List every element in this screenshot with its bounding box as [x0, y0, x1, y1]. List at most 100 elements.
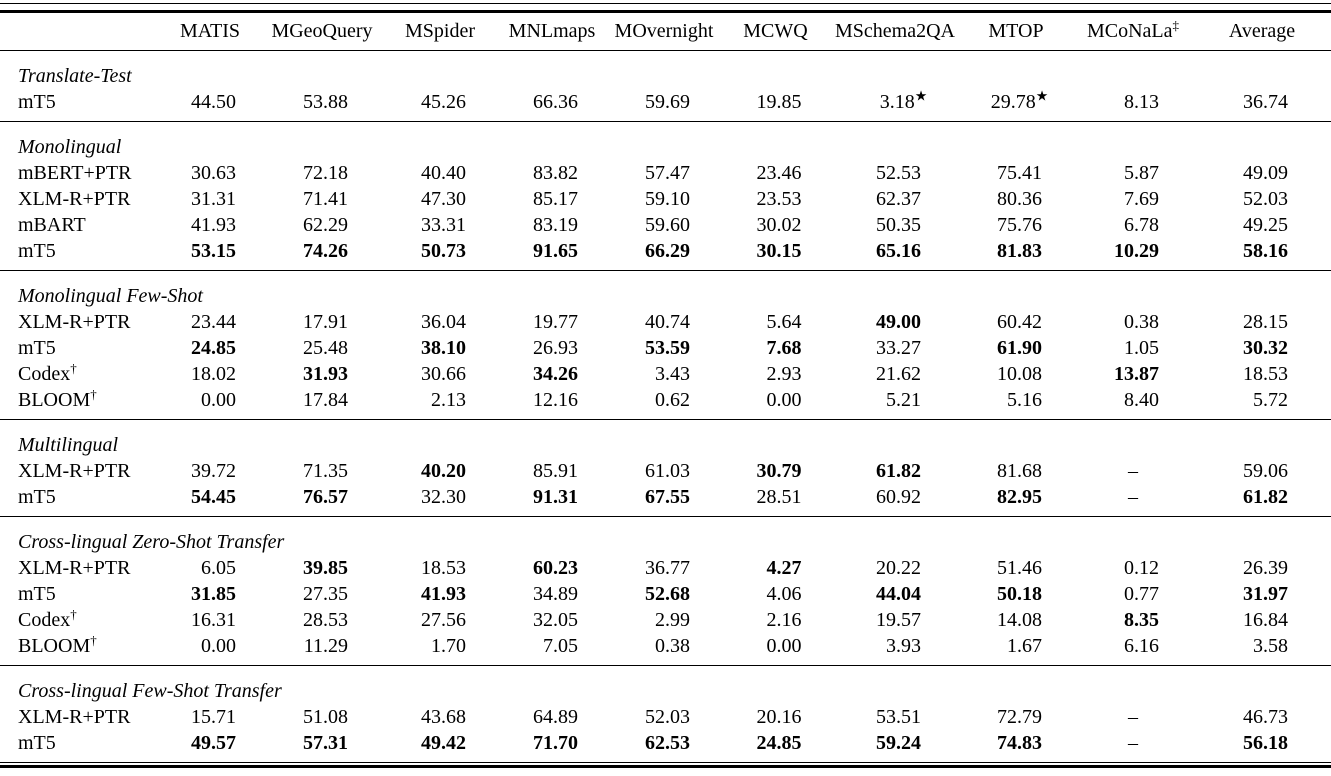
- metric-value: 57.31: [303, 732, 348, 754]
- metric-cell: 52.03: [1193, 186, 1331, 212]
- metric-cell: 5.21: [831, 387, 959, 420]
- metric-value: 17.91: [303, 311, 348, 333]
- table-row: mBART 41.93 62.29 33.31 83.19 59.60 30.02 50.35…: [0, 212, 1331, 238]
- metric-cell: 39.72: [160, 458, 260, 484]
- section-title: Monolingual: [18, 136, 122, 158]
- metric-value: 44.50: [191, 91, 236, 113]
- metric-cell: 49.25: [1193, 212, 1331, 238]
- bottom-double-rule: [0, 762, 1331, 768]
- metric-cell: 2.13: [384, 387, 496, 420]
- metric-cell: 5.16: [959, 387, 1073, 420]
- metric-cell: 54.45: [160, 484, 260, 517]
- metric-cell: 83.82: [496, 160, 608, 186]
- column-header: MNLmaps: [508, 20, 596, 42]
- metric-value: 82.95: [997, 486, 1042, 508]
- metric-cell: 83.19: [496, 212, 608, 238]
- metric-cell: 53.59: [608, 335, 720, 361]
- metric-cell: 60.42: [959, 309, 1073, 335]
- metric-value: 27.35: [303, 583, 348, 605]
- metric-cell: 64.89: [496, 704, 608, 730]
- metric-cell: 1.05: [1073, 335, 1193, 361]
- metric-value: 83.82: [533, 162, 578, 184]
- metric-value: 64.89: [533, 706, 578, 728]
- metric-cell: 52.68: [608, 581, 720, 607]
- metric-cell: 20.16: [720, 704, 831, 730]
- table-header: MATIS MGeoQuery MSpider MNLmaps MOvernight MC…: [0, 13, 1331, 51]
- metric-cell: 38.10: [384, 335, 496, 361]
- model-label: mT5: [18, 732, 56, 754]
- metric-value: 17.84: [303, 389, 348, 411]
- table-section: Monolingual Few-Shot XLM-R+PTR 23.44 17.91 3…: [0, 270, 1331, 420]
- metric-value: 21.62: [876, 363, 921, 385]
- metric-cell: 3.43: [608, 361, 720, 387]
- metric-value: 85.91: [533, 460, 578, 482]
- metric-cell: 17.91: [260, 309, 384, 335]
- metric-cell: 91.31: [496, 484, 608, 517]
- metric-cell: 4.06: [720, 581, 831, 607]
- model-label: XLM-R+PTR: [18, 188, 131, 210]
- metric-value: 3.18: [879, 91, 915, 113]
- metric-value: 81.83: [997, 240, 1042, 262]
- metric-cell: 32.30: [384, 484, 496, 517]
- metric-value: 18.53: [421, 557, 466, 579]
- metric-value: 8.40: [1124, 389, 1159, 411]
- metric-value: 0.77: [1124, 583, 1159, 605]
- dagger-icon: †: [90, 632, 97, 648]
- metric-value: 83.19: [533, 214, 578, 236]
- table-row: mT5 44.50 53.88 45.26 66.36 59.69 19.85 3.18★ 29…: [0, 89, 1331, 122]
- metric-value: 3.43: [655, 363, 690, 385]
- metric-cell: 52.53: [831, 160, 959, 186]
- metric-value: 28.53: [303, 609, 348, 631]
- metric-value: 58.16: [1243, 240, 1288, 262]
- section-title: Translate-Test: [18, 65, 132, 87]
- metric-cell: 50.18: [959, 581, 1073, 607]
- metric-cell: 40.74: [608, 309, 720, 335]
- metric-cell: 31.97: [1193, 581, 1331, 607]
- metric-cell: 57.47: [608, 160, 720, 186]
- metric-cell: 12.16: [496, 387, 608, 420]
- column-header: MGeoQuery: [271, 20, 373, 42]
- column-header: MSchema2QA: [835, 20, 955, 42]
- metric-value: 5.21: [886, 389, 921, 411]
- metric-value: 61.82: [876, 460, 921, 482]
- metric-cell: 71.70: [496, 730, 608, 762]
- metric-value: 6.05: [201, 557, 236, 579]
- metric-value: 6.16: [1124, 635, 1159, 657]
- table-row: Codex† 16.31 28.53 27.56 32.05 2.99 2.16 19.57 1…: [0, 607, 1331, 633]
- metric-value: 0.62: [655, 389, 690, 411]
- metric-value: 16.84: [1243, 609, 1288, 631]
- metric-value: 33.31: [421, 214, 466, 236]
- metric-cell: 46.73: [1193, 704, 1331, 730]
- metric-cell: 0.12: [1073, 555, 1193, 581]
- metric-value: 20.22: [876, 557, 921, 579]
- metric-value: 5.72: [1253, 389, 1288, 411]
- metric-cell: 53.51: [831, 704, 959, 730]
- metric-value: 1.70: [431, 635, 466, 657]
- metric-value: 19.57: [876, 609, 921, 631]
- metric-value: 5.87: [1124, 162, 1159, 184]
- metric-cell: 18.02: [160, 361, 260, 387]
- metric-cell: 85.17: [496, 186, 608, 212]
- metric-value: 46.73: [1243, 706, 1288, 728]
- section-title-row: Monolingual: [0, 122, 1331, 161]
- metric-value: 53.88: [303, 91, 348, 113]
- metric-cell: 61.03: [608, 458, 720, 484]
- metric-cell: 49.09: [1193, 160, 1331, 186]
- table-row: mT5 31.85 27.35 41.93 34.89 52.68 4.06 44.04 50.…: [0, 581, 1331, 607]
- metric-value: 31.97: [1243, 583, 1288, 605]
- metric-value: 28.51: [756, 486, 802, 508]
- model-label: mT5: [18, 337, 56, 359]
- metric-value: 24.85: [191, 337, 236, 359]
- metric-value: 18.53: [1243, 363, 1288, 385]
- metric-cell: 19.57: [831, 607, 959, 633]
- metric-cell: 76.57: [260, 484, 384, 517]
- metric-value: 41.93: [191, 214, 236, 236]
- metric-value: 15.71: [191, 706, 236, 728]
- table-row: XLM-R+PTR 23.44 17.91 36.04 19.77 40.74 5.64 49…: [0, 309, 1331, 335]
- metric-value: 36.74: [1243, 91, 1288, 113]
- metric-value: 3.93: [886, 635, 921, 657]
- table-section: Multilingual XLM-R+PTR 39.72 71.35 40.20 85.9…: [0, 419, 1331, 517]
- metric-value: 30.15: [756, 240, 802, 262]
- table-section: Monolingual mBERT+PTR 30.63 72.18 40.40 83.82…: [0, 121, 1331, 271]
- model-label: XLM-R+PTR: [18, 460, 131, 482]
